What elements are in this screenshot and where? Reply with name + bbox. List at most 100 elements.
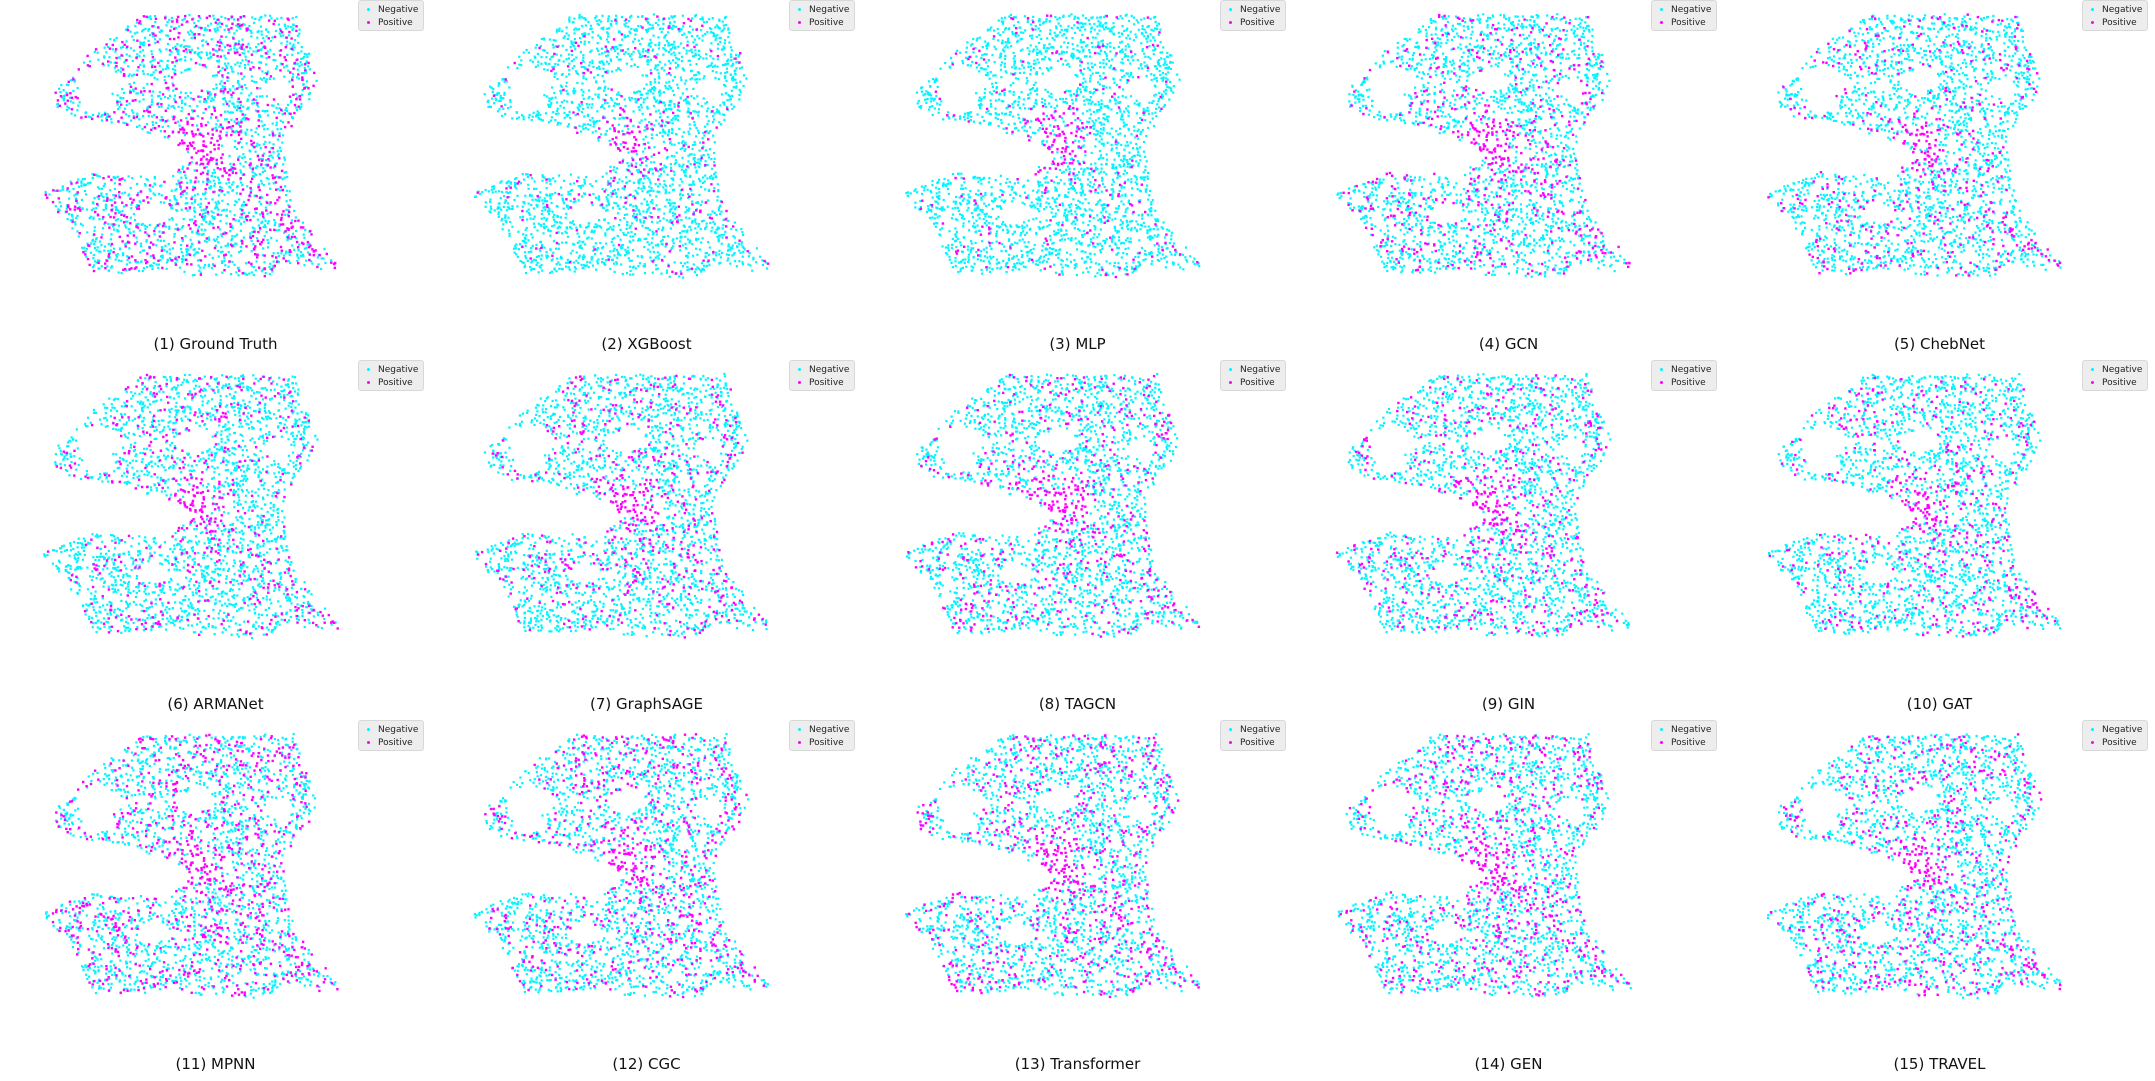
negative-point: [698, 53, 701, 57]
negative-point: [628, 170, 631, 173]
negative-point: [193, 35, 196, 38]
negative-point: [542, 49, 545, 52]
negative-point: [173, 235, 176, 238]
negative-point: [509, 191, 512, 194]
negative-point: [287, 209, 290, 212]
negative-point: [558, 267, 561, 270]
negative-point: [711, 178, 714, 181]
negative-point: [564, 216, 567, 219]
negative-point: [646, 96, 649, 99]
positive-point: [125, 58, 128, 62]
negative-point: [734, 78, 737, 81]
negative-point: [113, 39, 116, 42]
negative-point: [71, 227, 74, 230]
positive-point: [219, 41, 222, 44]
positive-point: [280, 169, 284, 173]
negative-point: [561, 241, 564, 244]
negative-point: [218, 202, 221, 205]
negative-point: [182, 45, 186, 49]
negative-point: [720, 48, 724, 51]
negative-point: [678, 275, 681, 278]
negative-point: [689, 183, 693, 186]
negative-point: [269, 187, 272, 190]
negative-point: [648, 215, 651, 218]
negative-point: [638, 210, 641, 213]
negative-point: [602, 63, 605, 66]
negative-point: [167, 74, 170, 77]
negative-point: [225, 214, 228, 217]
negative-point: [569, 46, 572, 49]
positive-point: [142, 15, 146, 18]
negative-point: [677, 65, 680, 68]
negative-point: [565, 32, 568, 35]
positive-point: [634, 215, 637, 219]
negative-point: [163, 136, 166, 139]
negative-point: [269, 39, 273, 43]
negative-point: [152, 126, 155, 129]
positive-point: [234, 43, 237, 46]
negative-point: [601, 105, 604, 109]
positive-point: [113, 201, 117, 204]
positive-point: [624, 196, 628, 199]
negative-point: [102, 64, 105, 67]
negative-point: [677, 142, 680, 145]
negative-point: [227, 104, 230, 107]
negative-point: [550, 55, 553, 58]
negative-point: [232, 181, 235, 184]
negative-point: [565, 231, 568, 235]
positive-point: [183, 189, 186, 193]
negative-point: [246, 128, 249, 131]
positive-point: [165, 120, 168, 123]
negative-point: [139, 41, 142, 44]
negative-point: [583, 115, 586, 118]
negative-point: [565, 261, 568, 264]
negative-point: [714, 34, 717, 38]
positive-point: [97, 194, 101, 198]
negative-point: [259, 87, 262, 90]
negative-point: [626, 213, 629, 216]
negative-point: [256, 142, 259, 145]
negative-point: [281, 178, 284, 181]
negative-point: [675, 237, 678, 240]
negative-point: [171, 68, 175, 71]
negative-point: [282, 134, 285, 137]
negative-point: [233, 47, 236, 50]
negative-point: [541, 175, 544, 179]
negative-point: [290, 101, 293, 104]
negative-point: [287, 204, 290, 207]
positive-point: [195, 24, 198, 28]
negative-point: [684, 168, 688, 171]
negative-point: [646, 107, 649, 110]
negative-point: [279, 189, 282, 192]
negative-point: [711, 70, 714, 73]
positive-point: [273, 176, 276, 179]
negative-point: [533, 226, 536, 229]
positive-point: [211, 133, 214, 136]
negative-point: [235, 130, 238, 133]
negative-point: [116, 228, 119, 232]
negative-point: [670, 166, 673, 169]
negative-point: [565, 89, 568, 92]
negative-point: [269, 14, 272, 17]
negative-point: [288, 261, 292, 264]
positive-point: [165, 87, 168, 90]
positive-point: [122, 74, 126, 77]
negative-point: [648, 206, 651, 209]
positive-point: [148, 184, 152, 187]
negative-point: [601, 104, 604, 107]
negative-point: [695, 135, 698, 138]
negative-point: [545, 225, 548, 228]
negative-point: [628, 265, 632, 268]
negative-point: [601, 187, 604, 191]
negative-point: [609, 22, 612, 26]
positive-point: [188, 162, 192, 165]
negative-point: [490, 208, 493, 211]
negative-point: [79, 222, 83, 225]
negative-point: [166, 42, 170, 46]
positive-point: [239, 16, 242, 19]
negative-point: [634, 29, 637, 32]
negative-point: [599, 252, 603, 255]
negative-point: [721, 251, 724, 254]
negative-point: [530, 246, 533, 249]
negative-point: [587, 265, 590, 269]
